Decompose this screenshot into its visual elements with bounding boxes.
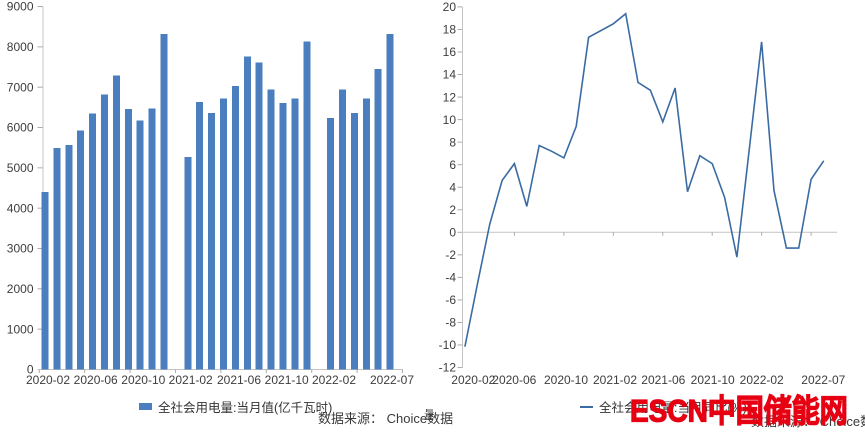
svg-text:4: 4 [449,180,456,194]
bar-chart-source: 数据来源： Choice数据 [318,411,454,426]
svg-text:2: 2 [449,203,456,217]
bar-chart-legend: 全社会用电量:当月值(亿千瓦时) [139,397,332,416]
line-legend-dash-icon [580,405,593,408]
line-legend-label: 全社会用电量:当月同比(%) [599,401,747,415]
svg-text:2021-10: 2021-10 [265,373,309,387]
bar-legend-swatch-icon [139,403,152,410]
svg-text:2022-07: 2022-07 [801,373,845,387]
svg-text:2020-06: 2020-06 [492,373,536,387]
bar-chart-axes: 0 1000 2000 3000 4000 5000 6000 7000 8000 9000 202… [7,0,415,387]
svg-text:-4: -4 [445,271,456,285]
svg-text:6: 6 [449,158,456,172]
svg-text:2022-02: 2022-02 [740,373,784,387]
svg-text:2021-02: 2021-02 [169,373,213,387]
bar-series [41,33,394,370]
line-chart-axes: 20181614121086420-2-4-6-8-10-122020-0220… [439,0,846,387]
svg-text:2020-02: 2020-02 [451,373,495,387]
svg-text:-10: -10 [439,338,457,352]
line-chart-source: 数据来源： Choice数据 [751,414,865,429]
svg-text:-12: -12 [439,361,457,375]
svg-text:1000: 1000 [7,322,34,336]
svg-text:7000: 7000 [7,80,34,94]
svg-text:8000: 8000 [7,40,34,54]
svg-text:2020-10: 2020-10 [121,373,165,387]
svg-text:20: 20 [443,0,457,14]
svg-text:4000: 4000 [7,201,34,215]
svg-text:10: 10 [443,113,457,127]
svg-text:12: 12 [443,90,457,104]
svg-text:6000: 6000 [7,121,34,135]
svg-text:2021-06: 2021-06 [217,373,261,387]
svg-text:2020-02: 2020-02 [26,373,70,387]
svg-text:2020-10: 2020-10 [544,373,588,387]
svg-text:-2: -2 [445,248,456,262]
escn-watermark: ESCN中国储能网 [629,393,848,429]
svg-text:3000: 3000 [7,242,34,256]
line-chart-legend: 全社会用电量:当月同比(%) [580,397,747,416]
line-series [464,12,825,347]
svg-text:0: 0 [449,226,456,240]
svg-text:2021-06: 2021-06 [641,373,685,387]
svg-text:8: 8 [449,135,456,149]
svg-text:9000: 9000 [7,0,34,14]
svg-text:18: 18 [443,23,457,37]
svg-text:5000: 5000 [7,161,34,175]
svg-text:2022-07: 2022-07 [370,373,414,387]
svg-text:2022-02: 2022-02 [312,373,356,387]
stray-glyph: 量 [424,408,433,420]
svg-text:16: 16 [443,45,457,59]
svg-text:2000: 2000 [7,282,34,296]
svg-text:-8: -8 [445,316,456,330]
bar-legend-label: 全社会用电量:当月值(亿千瓦时) [158,401,333,415]
svg-text:2021-10: 2021-10 [691,373,735,387]
svg-text:14: 14 [443,68,457,82]
svg-text:2021-02: 2021-02 [593,373,637,387]
svg-text:-6: -6 [445,293,456,307]
svg-text:2020-06: 2020-06 [74,373,118,387]
svg-text:0: 0 [27,363,34,377]
